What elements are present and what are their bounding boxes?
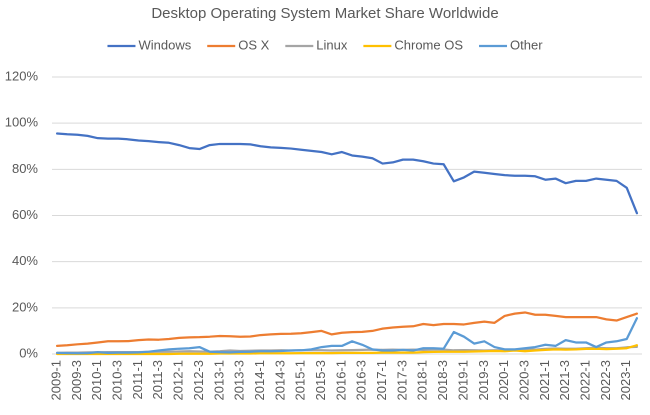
y-tick-label: 0% [19,345,38,360]
legend-label: Windows [138,37,191,52]
x-tick-label: 2020-1 [496,360,511,400]
y-tick-label: 40% [12,253,38,268]
x-tick-label: 2009-3 [69,360,84,400]
x-tick-label: 2017-1 [374,360,389,400]
legend-label: OS X [238,37,269,52]
series-line [55,344,639,356]
x-tick-label: 2016-1 [333,360,348,400]
x-tick-label: 2013-1 [211,360,226,400]
x-tick-label: 2022-1 [577,360,592,400]
x-tick-label: 2021-1 [537,360,552,400]
x-tick-label: 2011-1 [130,360,145,400]
x-tick-label: 2011-3 [150,360,165,400]
x-tick-label: 2017-3 [394,360,409,400]
series-line [55,311,639,348]
x-tick-label: 2018-1 [415,360,430,400]
x-tick-label: 2014-1 [252,360,267,400]
x-tick-label: 2014-3 [272,360,287,400]
legend-label: Other [510,37,543,52]
legend-label: Chrome OS [394,37,463,52]
x-tick-label: 2022-3 [598,360,613,400]
x-tick-label: 2012-1 [171,360,186,400]
series-line [55,317,639,355]
y-tick-label: 80% [12,161,38,176]
x-tick-label: 2018-3 [435,360,450,400]
x-tick-label: 2019-1 [455,360,470,400]
x-tick-label: 2012-3 [191,360,206,400]
y-tick-label: 100% [5,115,39,130]
chart-title: Desktop Operating System Market Share Wo… [151,5,498,22]
legend: Windows OS X Linux Chrome OS Other [107,37,543,52]
y-tick-label: 20% [12,299,38,314]
x-tick-label: 2019-3 [476,360,491,400]
y-tick-label: 120% [5,68,39,83]
x-tick-label: 2023-1 [618,360,633,400]
x-tick-label: 2021-3 [557,360,572,400]
x-tick-label: 2015-1 [293,360,308,400]
x-tick-label: 2015-3 [313,360,328,400]
x-tick-label: 2010-1 [89,360,104,400]
x-tick-label: 2016-3 [354,360,369,400]
series-line [55,132,639,215]
x-tick-label: 2010-3 [110,360,125,400]
x-tick-label: 2020-3 [516,360,531,400]
x-tick-label: 2009-1 [49,360,64,400]
x-tick-label: 2013-3 [232,360,247,400]
y-tick-label: 60% [12,207,38,222]
legend-label: Linux [316,37,348,52]
